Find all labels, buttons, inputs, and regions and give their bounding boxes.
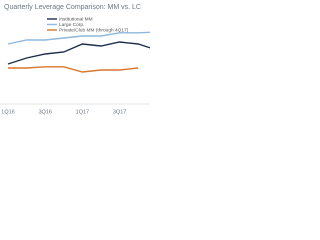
- x-tick-label: 3Q17: [113, 109, 126, 115]
- series-line: [8, 66, 139, 73]
- series-line: [7, 41, 150, 65]
- legend-label: Institutional MM: [59, 16, 93, 22]
- x-tick-label: 3Q16: [38, 109, 51, 115]
- legend-label: Private/Club MM (through 4Q17): [59, 27, 129, 33]
- chart-title: Quarterly Leverage Comparison: MM vs. LC: [4, 4, 141, 11]
- legend-label: Large Corp.: [59, 22, 84, 28]
- series-line: [7, 31, 150, 45]
- x-tick-label: 1Q17: [76, 109, 89, 115]
- x-tick-label: 1Q16: [1, 109, 14, 115]
- chart: Quarterly Leverage Comparison: MM vs. LC…: [0, 4, 150, 115]
